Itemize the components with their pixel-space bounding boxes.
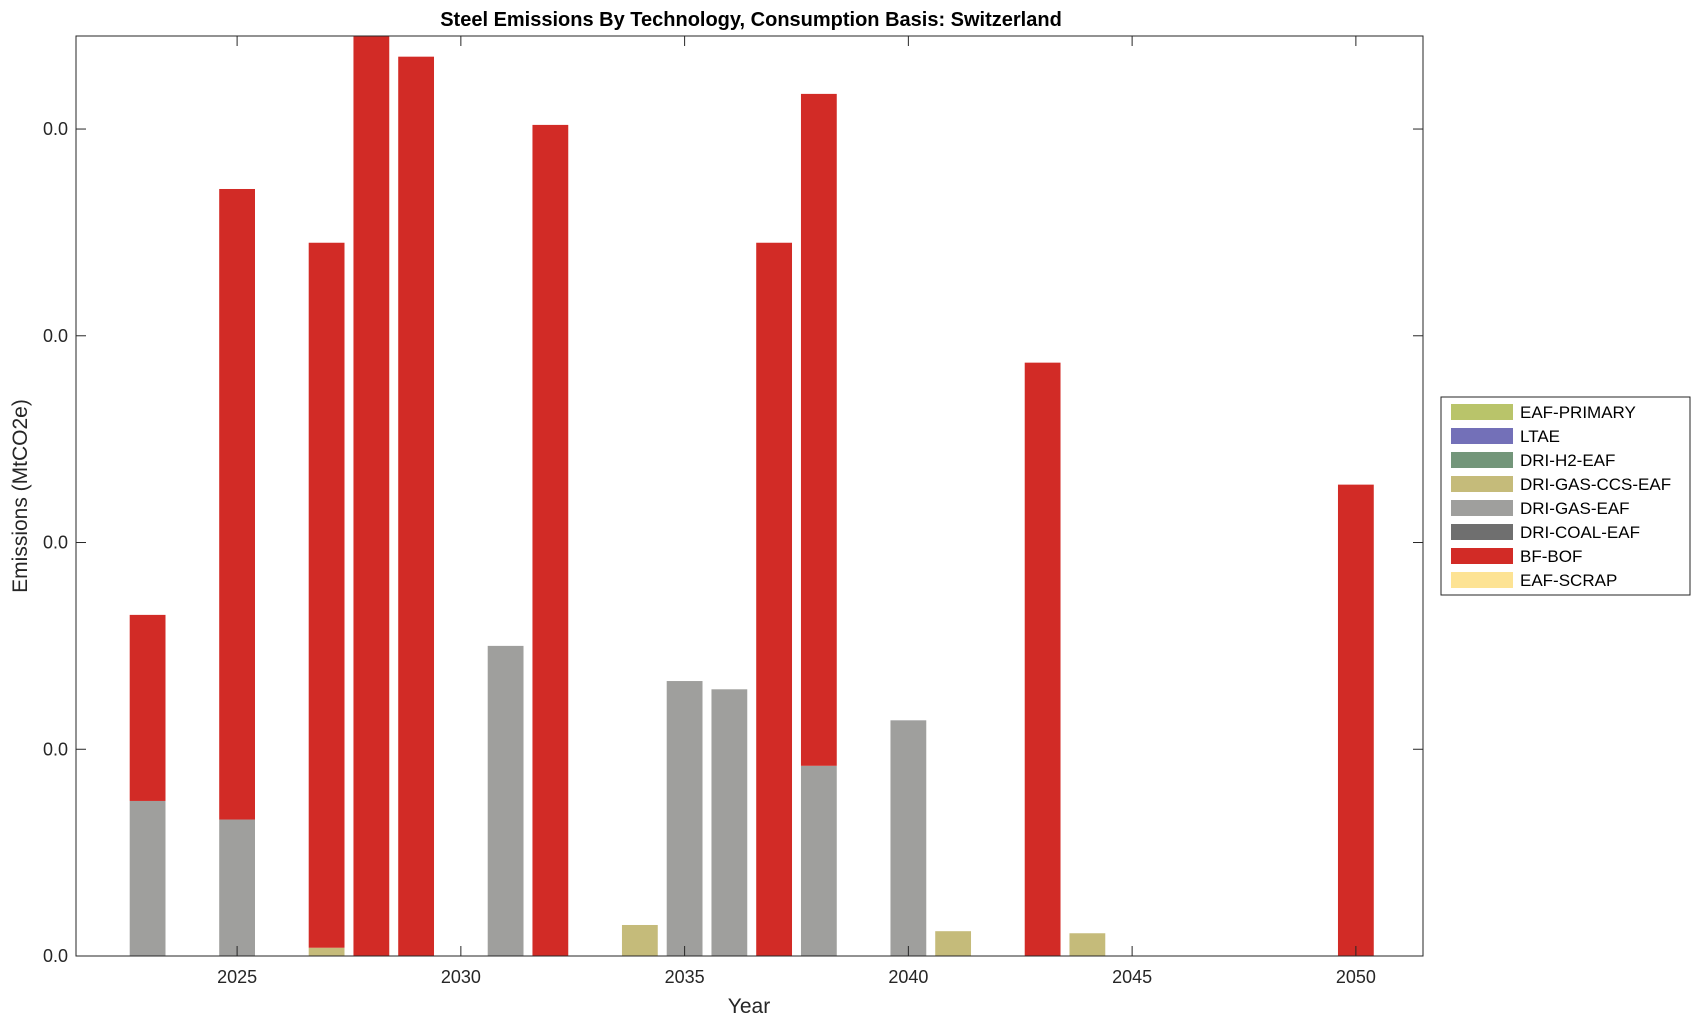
bar-bf-bof-2028 xyxy=(353,36,390,956)
bar-bf-bof-2043 xyxy=(1024,362,1061,956)
bar-dri-gas-eaf-2035 xyxy=(666,681,703,956)
bar-dri-gas-ccs-eaf-2044 xyxy=(1069,933,1106,956)
legend-swatch-dri-gas-eaf xyxy=(1451,500,1513,516)
legend-swatch-dri-h2-eaf xyxy=(1451,452,1513,468)
bar-bf-bof-2023 xyxy=(129,614,166,801)
y-tick-label: 0.0 xyxy=(43,739,68,759)
bar-dri-gas-ccs-eaf-2027 xyxy=(308,947,345,956)
legend-swatch-bf-bof xyxy=(1451,548,1513,564)
bar-dri-gas-ccs-eaf-2041 xyxy=(935,931,972,956)
x-tick-label: 2025 xyxy=(217,967,257,987)
legend-swatch-ltae xyxy=(1451,428,1513,444)
y-tick-label: 0.0 xyxy=(43,119,68,139)
bar-dri-gas-eaf-2038 xyxy=(800,765,837,956)
legend-swatch-eaf-scrap xyxy=(1451,572,1513,588)
x-tick-label: 2030 xyxy=(441,967,481,987)
legend-swatch-eaf-primary xyxy=(1451,404,1513,420)
y-axis-label: Emissions (MtCO2e) xyxy=(9,399,32,593)
bar-dri-gas-eaf-2040 xyxy=(890,720,927,956)
x-tick-label: 2050 xyxy=(1336,967,1376,987)
bar-bf-bof-2050 xyxy=(1337,484,1374,956)
legend: EAF-PRIMARY LTAE DRI-H2-EAF DRI-GAS-CCS-EAF… xyxy=(1440,396,1691,596)
legend-label-ltae: LTAE xyxy=(1520,427,1560,446)
bar-dri-gas-ccs-eaf-2034 xyxy=(621,924,658,956)
x-tick-label: 2040 xyxy=(888,967,928,987)
bar-dri-gas-eaf-2023 xyxy=(129,800,166,956)
bar-bf-bof-2027 xyxy=(308,242,345,948)
plot-frame xyxy=(75,35,1424,957)
bar-bf-bof-2025 xyxy=(219,188,255,820)
legend-label-eaf-scrap: EAF-SCRAP xyxy=(1520,571,1617,590)
legend-label-eaf-primary: EAF-PRIMARY xyxy=(1520,403,1636,422)
legend-items: EAF-PRIMARY LTAE DRI-H2-EAF DRI-GAS-CCS-EAF… xyxy=(1451,403,1671,590)
legend-swatch-dri-coal-eaf xyxy=(1451,524,1513,540)
bars xyxy=(129,36,1374,957)
y-tick-label: 0.0 xyxy=(43,326,68,346)
legend-label-dri-coal-eaf: DRI-COAL-EAF xyxy=(1520,523,1640,542)
bar-dri-gas-eaf-2036 xyxy=(711,689,748,956)
bar-bf-bof-2029 xyxy=(398,56,435,957)
legend-label-dri-gas-eaf: DRI-GAS-EAF xyxy=(1520,499,1630,518)
x-axis-ticks: 2025 2030 2035 2040 2045 2050 xyxy=(217,36,1376,987)
x-tick-label: 2045 xyxy=(1112,967,1152,987)
bar-dri-gas-eaf-2031 xyxy=(487,645,524,956)
legend-label-bf-bof: BF-BOF xyxy=(1520,547,1582,566)
bar-bf-bof-2032 xyxy=(532,124,569,956)
legend-swatch-dri-gas-ccs-eaf xyxy=(1451,476,1513,492)
y-tick-label: 0.0 xyxy=(43,946,68,966)
y-axis-ticks: 0.0 0.0 0.0 0.0 0.0 xyxy=(43,119,1423,966)
legend-label-dri-gas-ccs-eaf: DRI-GAS-CCS-EAF xyxy=(1520,475,1671,494)
y-tick-label: 0.0 xyxy=(43,533,68,553)
legend-label-dri-h2-eaf: DRI-H2-EAF xyxy=(1520,451,1615,470)
x-tick-label: 2035 xyxy=(665,967,705,987)
bar-bf-bof-2038 xyxy=(800,93,837,766)
bar-dri-gas-eaf-2025 xyxy=(219,819,255,956)
x-axis-label: Year xyxy=(728,995,770,1018)
chart-title: Steel Emissions By Technology, Consumpti… xyxy=(440,9,1062,31)
bar-bf-bof-2037 xyxy=(756,242,793,957)
